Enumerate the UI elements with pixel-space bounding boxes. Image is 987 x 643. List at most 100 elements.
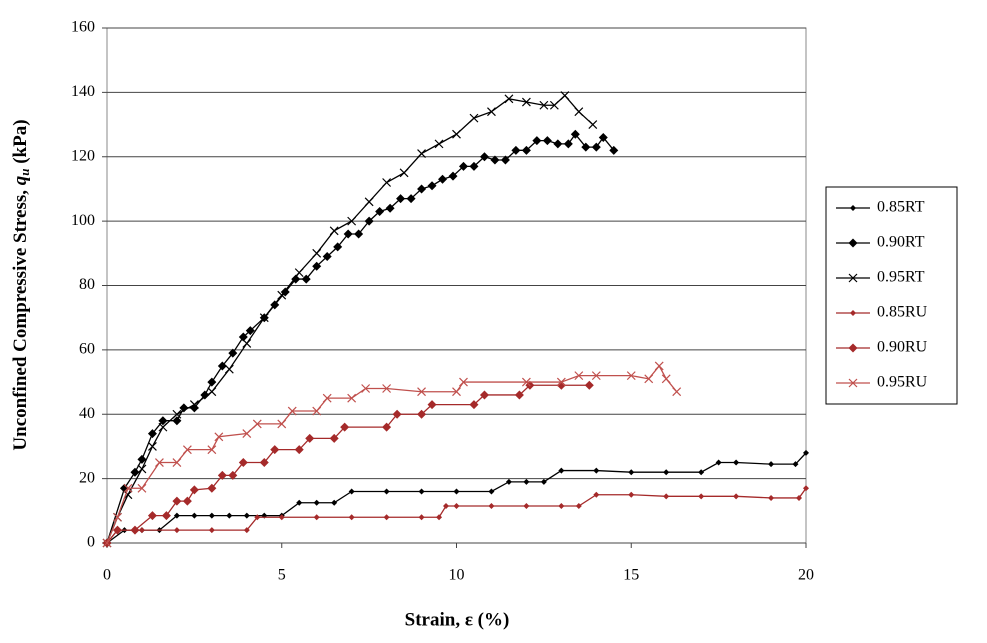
data-point — [382, 178, 392, 187]
data-point — [593, 467, 600, 474]
data-point — [333, 242, 343, 252]
data-point — [459, 377, 468, 387]
data-point — [347, 393, 357, 403]
data-point — [396, 194, 406, 204]
data-point — [207, 445, 217, 455]
data-point — [254, 514, 261, 521]
data-point — [715, 459, 722, 466]
data-point — [259, 313, 269, 323]
data-point — [539, 100, 549, 110]
data-point — [532, 136, 542, 146]
data-point — [322, 393, 332, 403]
data-point — [322, 252, 332, 262]
data-point — [488, 488, 495, 495]
data-point — [137, 464, 147, 474]
data-point — [469, 113, 479, 123]
data-point — [505, 478, 512, 485]
data-point — [654, 361, 664, 371]
y-tick-label: 80 — [79, 276, 95, 293]
legend-label: 0.95RU — [877, 374, 928, 391]
data-point — [301, 274, 311, 284]
data-point — [803, 485, 809, 492]
y-tick-label: 160 — [71, 19, 95, 36]
data-point — [458, 161, 468, 171]
data-point — [768, 461, 775, 468]
data-point — [173, 512, 180, 519]
data-point — [542, 136, 552, 146]
data-point — [803, 449, 809, 456]
data-point — [245, 326, 255, 336]
data-point — [626, 371, 636, 381]
x-axis-label: Strain, ε (%) — [405, 609, 510, 630]
x-tick-label: 5 — [278, 567, 286, 584]
data-point — [354, 229, 364, 239]
data-point — [672, 387, 682, 397]
data-point — [383, 488, 390, 495]
legend-marker — [848, 273, 858, 283]
data-point — [312, 248, 322, 258]
data-point — [768, 494, 775, 501]
data-point — [523, 502, 530, 509]
data-point — [191, 512, 198, 519]
data-point — [588, 120, 598, 129]
data-point — [364, 216, 374, 226]
data-point — [172, 458, 182, 467]
data-point — [172, 496, 182, 506]
data-point — [113, 512, 122, 522]
data-point — [155, 458, 164, 467]
data-point — [628, 491, 635, 498]
data-point — [347, 216, 357, 226]
legend-marker — [848, 343, 858, 353]
legend-marker — [848, 238, 858, 248]
data-point — [329, 226, 339, 236]
data-point — [488, 502, 495, 509]
data-point — [340, 422, 350, 432]
data-point — [313, 514, 320, 521]
data-point — [278, 514, 285, 521]
data-point — [385, 203, 395, 213]
y-tick-label: 20 — [79, 469, 95, 486]
data-point — [243, 512, 250, 519]
data-point — [172, 416, 182, 426]
data-point — [558, 502, 565, 509]
data-point — [523, 478, 530, 485]
data-point — [287, 406, 297, 416]
data-point — [182, 445, 192, 455]
data-point — [453, 502, 460, 509]
data-point — [591, 371, 601, 381]
y-label-subscript: u — [17, 169, 32, 176]
data-point — [217, 361, 227, 371]
data-point — [698, 493, 705, 500]
data-point — [119, 483, 129, 493]
data-point — [348, 488, 355, 495]
data-point — [469, 161, 479, 171]
data-point — [238, 332, 248, 342]
data-point — [242, 339, 252, 348]
data-point — [294, 445, 304, 455]
data-point — [200, 390, 210, 400]
data-point — [487, 107, 496, 117]
data-point — [112, 525, 122, 535]
data-point — [252, 419, 262, 429]
data-point — [479, 152, 489, 162]
data-point — [382, 422, 392, 432]
legend-marker — [850, 205, 856, 211]
data-point — [291, 274, 301, 284]
y-tick-label: 0 — [87, 534, 95, 551]
data-point — [417, 184, 427, 194]
data-point — [182, 496, 192, 506]
data-point — [361, 384, 371, 393]
data-point — [438, 174, 448, 184]
data-point — [540, 478, 547, 485]
series-line — [106, 364, 678, 544]
data-point — [698, 469, 705, 476]
data-point — [331, 499, 338, 506]
data-point — [427, 400, 437, 410]
data-point — [581, 142, 591, 152]
data-point — [452, 129, 461, 139]
y-axis-label: Unconfined Compressive Stress, qu (kPa) — [10, 119, 32, 450]
data-point — [207, 377, 217, 387]
data-point — [598, 132, 608, 142]
data-point — [417, 387, 426, 397]
legend-label: 0.85RT — [877, 199, 925, 216]
